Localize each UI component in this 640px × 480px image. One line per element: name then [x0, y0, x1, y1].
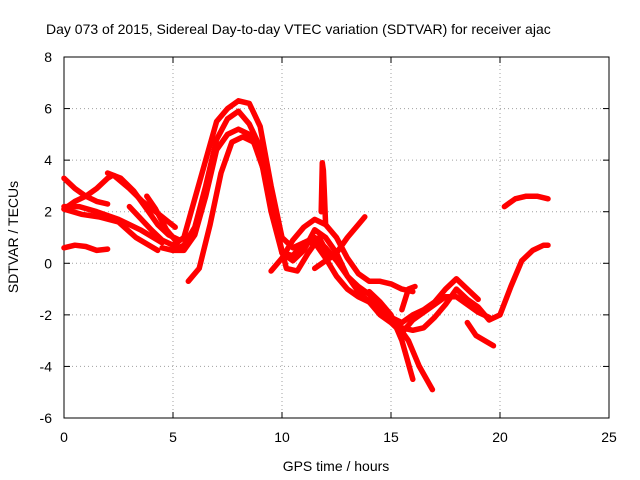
y-tick-label: -2	[40, 307, 53, 323]
x-tick-label: 25	[601, 429, 617, 445]
y-tick-label: -4	[40, 358, 53, 374]
ticks: 0 5 10 15 20 25 -6 -4 -2 0 2 4 6 8	[40, 49, 617, 445]
x-tick-label: 10	[274, 429, 290, 445]
y-tick-label: 0	[44, 255, 52, 271]
chart-title: Day 073 of 2015, Sidereal Day-to-day VTE…	[46, 21, 551, 37]
series-arc-9	[126, 98, 551, 334]
x-tick-label: 20	[492, 429, 508, 445]
series-arc-8	[144, 193, 181, 246]
series-arc-19	[464, 319, 497, 349]
y-tick-label: 8	[44, 49, 52, 65]
y-tick-label: 6	[44, 101, 52, 117]
series-arc-12	[185, 134, 333, 285]
series-arc-7	[111, 172, 178, 230]
series-group	[61, 98, 551, 393]
x-tick-label: 5	[169, 429, 177, 445]
series-arc-15	[366, 288, 416, 383]
x-tick-label: 15	[383, 429, 399, 445]
x-tick-label: 0	[60, 429, 68, 445]
series-arc-1	[61, 242, 111, 254]
series-arc-3	[61, 172, 115, 212]
series-arc-11	[170, 126, 481, 326]
series-arc-16	[394, 322, 436, 393]
y-tick-label: -6	[40, 410, 53, 426]
series-arc-14	[311, 214, 368, 272]
y-tick-label: 4	[44, 152, 52, 168]
series-arc-18	[318, 159, 329, 228]
x-axis-label: GPS time / hours	[283, 458, 390, 474]
series-arc-20	[501, 193, 551, 210]
y-axis-label: SDTVAR / TECUs	[5, 181, 21, 293]
series-arc-17	[399, 283, 418, 313]
series-arc-5	[61, 206, 161, 254]
series-arc-4	[61, 203, 165, 246]
y-tick-label: 2	[44, 204, 52, 220]
plot-frame	[63, 56, 610, 419]
